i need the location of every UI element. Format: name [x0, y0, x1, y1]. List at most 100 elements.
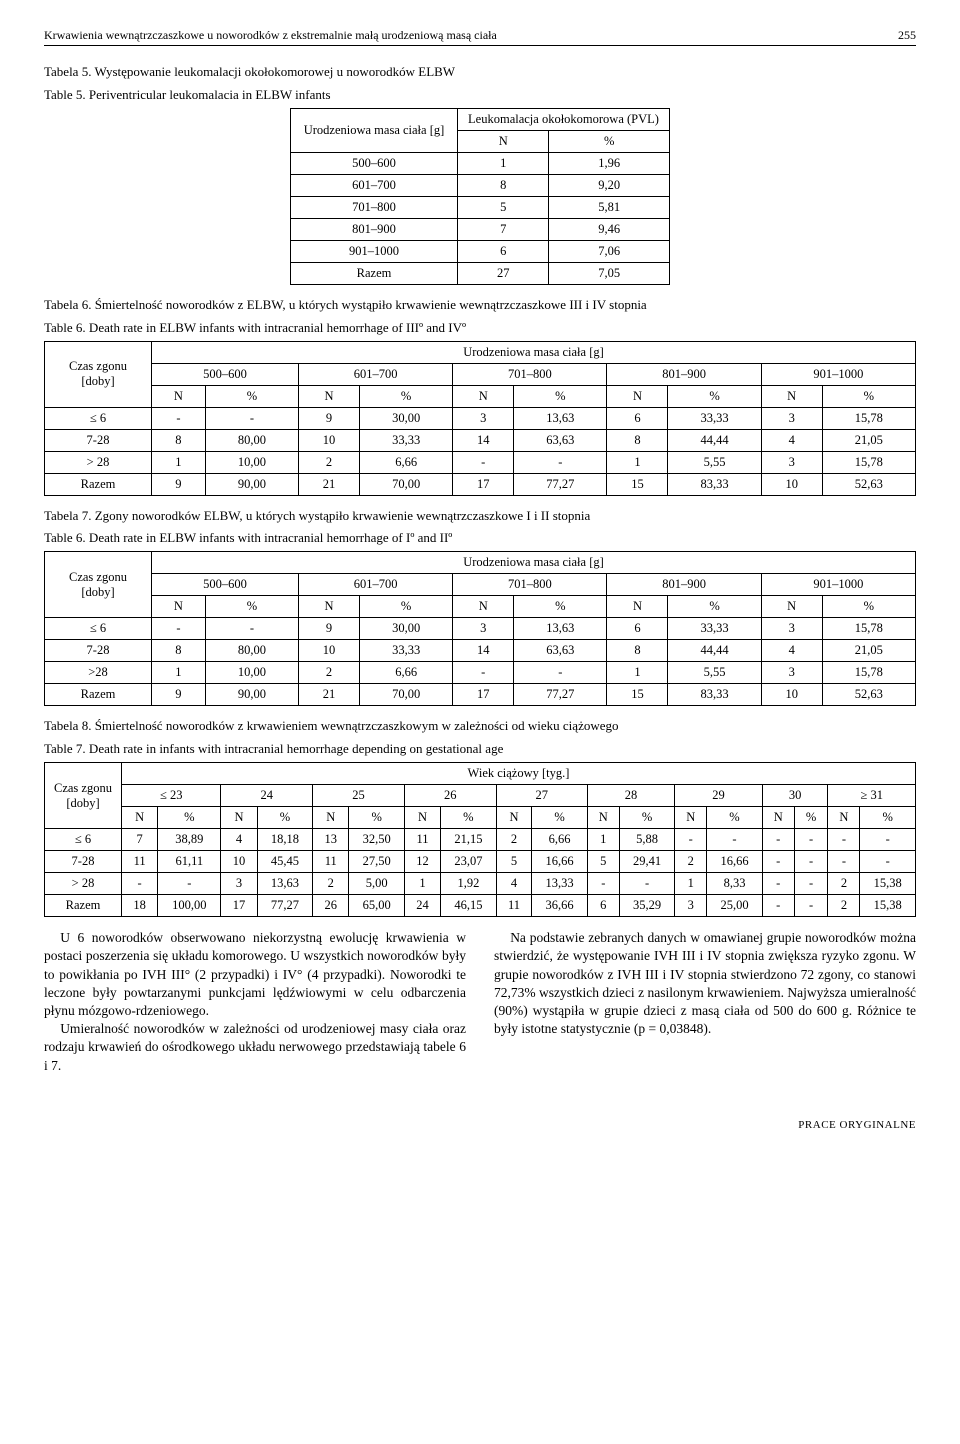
table-cell: 2 [299, 451, 360, 473]
table-cell: 13,63 [257, 873, 312, 895]
table5-col-pvl: Leukomalacja okołokomorowa (PVL) [458, 108, 670, 130]
table-group-header: 24 [221, 785, 313, 807]
table-sub-header: N [762, 807, 794, 829]
table-sub-header: % [619, 807, 674, 829]
table-cell: 3 [221, 873, 257, 895]
table-group-header: 601–700 [299, 363, 453, 385]
table-cell: 33,33 [360, 640, 453, 662]
table-sub-header: N [607, 385, 668, 407]
table-sub-header: N [404, 807, 440, 829]
table-cell: 7 [458, 218, 549, 240]
table-cell: 2 [675, 851, 707, 873]
table-cell: 5,81 [549, 196, 670, 218]
table-group-header: 26 [404, 785, 496, 807]
table-cell: 2 [313, 873, 349, 895]
table5-col-n: N [458, 130, 549, 152]
table-cell: 12 [404, 851, 440, 873]
table-cell: 2 [299, 662, 360, 684]
table-cell: 63,63 [514, 640, 607, 662]
table-cell: - [514, 662, 607, 684]
table-cell: 44,44 [668, 640, 761, 662]
table-group-header: 27 [496, 785, 587, 807]
table7-caption-pl: Tabela 7. Zgony noworodków ELBW, u który… [44, 508, 916, 525]
table-cell: 10 [761, 473, 822, 495]
table-cell: 9 [299, 407, 360, 429]
table-cell: 30,00 [360, 407, 453, 429]
table-cell: 9 [152, 684, 206, 706]
table-cell: 21,05 [822, 429, 915, 451]
table-sub-header: % [822, 385, 915, 407]
table-group-header: 901–1000 [761, 574, 915, 596]
table-cell: 9 [299, 618, 360, 640]
table-row: ≤ 6738,89418,181332,501121,1526,6615,88-… [45, 829, 916, 851]
table-sub-header: N [299, 385, 360, 407]
table-row-label: Razem [45, 895, 122, 917]
table5-caption-pl: Tabela 5. Występowanie leukomalacji okoł… [44, 64, 916, 81]
table-cell: - [794, 829, 828, 851]
table-cell: 6 [607, 618, 668, 640]
table-group-header: 30 [762, 785, 828, 807]
table-sub-header: N [453, 596, 514, 618]
table-cell: 2 [828, 895, 860, 917]
table-cell: - [158, 873, 221, 895]
table-group-header: 801–900 [607, 574, 761, 596]
table-cell: 77,27 [257, 895, 312, 917]
table-cell: 4 [761, 429, 822, 451]
table-sub-header: N [299, 596, 360, 618]
table-cell: - [762, 829, 794, 851]
table-sub-header: % [205, 385, 298, 407]
table-cell: 21,05 [822, 640, 915, 662]
table-cell: 4 [496, 873, 532, 895]
table8-caption-pl: Tabela 8. Śmiertelność noworodków z krwa… [44, 718, 916, 735]
table-row: 901–100067,06 [291, 240, 670, 262]
table-cell: 46,15 [441, 895, 496, 917]
table-cell: 32,50 [349, 829, 404, 851]
table-cell: 17 [453, 473, 514, 495]
table-cell: 16,66 [532, 851, 587, 873]
table-cell: 601–700 [291, 174, 458, 196]
table-row-label: >28 [45, 662, 152, 684]
table6-row-label: Czas zgonu [doby] [45, 341, 152, 407]
table-sub-header: % [514, 385, 607, 407]
table-cell: 3 [761, 662, 822, 684]
table-sub-header: % [668, 385, 761, 407]
table-cell: 18 [122, 895, 158, 917]
table-cell: 4 [761, 640, 822, 662]
table-sub-header: % [441, 807, 496, 829]
table-cell: - [762, 895, 794, 917]
table-cell: 6 [587, 895, 619, 917]
table-group-header: 901–1000 [761, 363, 915, 385]
table-cell: 1 [152, 662, 206, 684]
table-sub-header: % [514, 596, 607, 618]
body-text: U 6 noworodków obserwowano niekorzystną … [44, 929, 916, 1075]
table-cell: 13,63 [514, 618, 607, 640]
table-cell: 65,00 [349, 895, 404, 917]
table-cell: 80,00 [205, 429, 298, 451]
table-sub-header: N [607, 596, 668, 618]
table-cell: 1,96 [549, 152, 670, 174]
table-cell: 27 [458, 262, 549, 284]
table-cell: 21 [299, 684, 360, 706]
table-cell: 9,20 [549, 174, 670, 196]
table-cell: 901–1000 [291, 240, 458, 262]
table-cell: - [453, 451, 514, 473]
table-cell: 52,63 [822, 684, 915, 706]
table-cell: 701–800 [291, 196, 458, 218]
table-cell: 1 [458, 152, 549, 174]
table-cell: - [762, 851, 794, 873]
table-cell: 23,07 [441, 851, 496, 873]
table-row: 500–60011,96 [291, 152, 670, 174]
table-row: >28110,0026,66--15,55315,78 [45, 662, 916, 684]
table6-caption-pl: Tabela 6. Śmiertelność noworodków z ELBW… [44, 297, 916, 314]
table-cell: 2 [828, 873, 860, 895]
table-cell: 18,18 [257, 829, 312, 851]
table-cell: 15,78 [822, 451, 915, 473]
table-cell: - [619, 873, 674, 895]
table-row: ≤ 6--930,00313,63633,33315,78 [45, 407, 916, 429]
body-p2: Umieralność noworodków w zależności od u… [44, 1020, 466, 1075]
table-sub-header: N [761, 596, 822, 618]
table-cell: 5 [496, 851, 532, 873]
table-sub-header: N [675, 807, 707, 829]
table-cell: 77,27 [514, 684, 607, 706]
table-cell: 7,06 [549, 240, 670, 262]
